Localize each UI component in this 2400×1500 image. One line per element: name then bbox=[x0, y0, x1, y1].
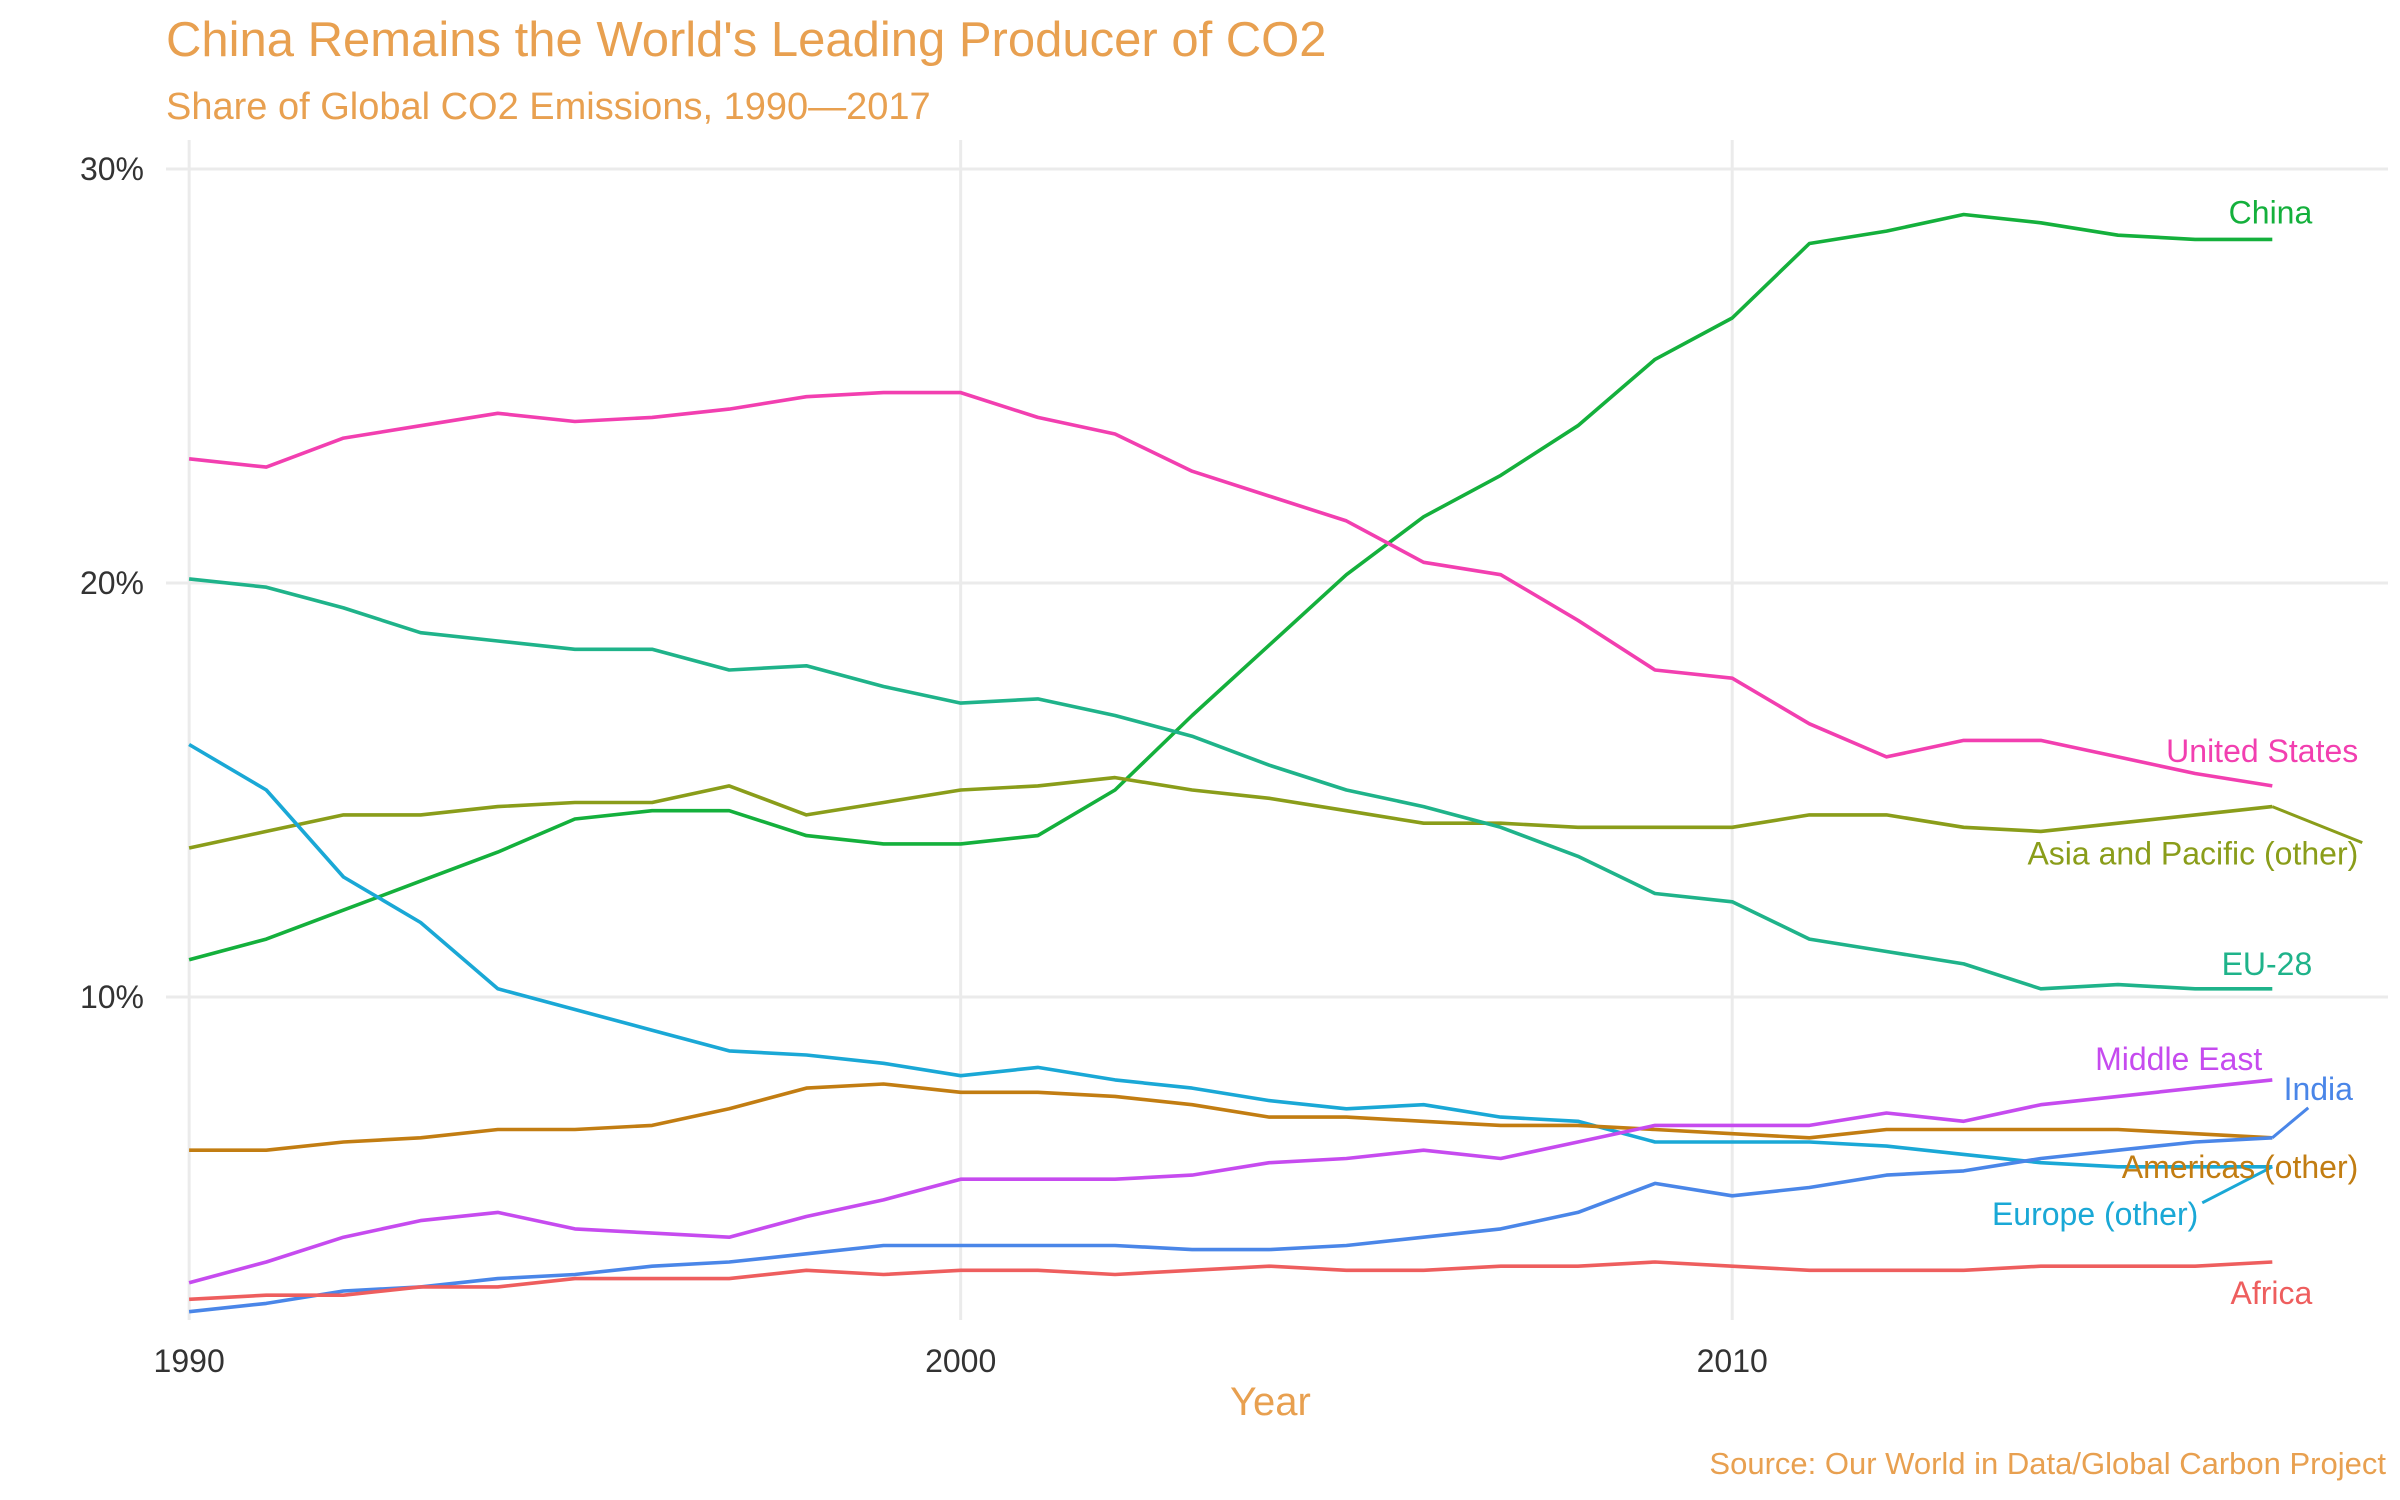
axis-ticks: 1990 2000 2010 10% 20% 30% bbox=[80, 151, 1768, 1379]
series-line-europe-other bbox=[188, 742, 2273, 1169]
series-label-india: India bbox=[2284, 1071, 2354, 1107]
chart-title: China Remains the World's Leading Produc… bbox=[166, 13, 1327, 67]
label-leader-asia-and-pacific-other bbox=[2271, 805, 2363, 844]
x-tick-label: 2010 bbox=[1697, 1343, 1768, 1379]
y-tick-label: 20% bbox=[80, 565, 144, 601]
y-tick-label: 30% bbox=[80, 151, 144, 187]
series-line-middle-east bbox=[188, 1078, 2273, 1285]
series-line-china bbox=[188, 212, 2273, 962]
series-line-asia-and-pacific-other bbox=[188, 775, 2273, 850]
series-line-united-states bbox=[188, 390, 2273, 788]
label-leader-india bbox=[2271, 1106, 2310, 1139]
y-tick-label: 10% bbox=[80, 979, 144, 1015]
series-label-china: China bbox=[2229, 194, 2313, 230]
x-tick-label: 2000 bbox=[925, 1343, 996, 1379]
grid-lines bbox=[166, 140, 2388, 1320]
series-label-asia-and-pacific-other: Asia and Pacific (other) bbox=[2027, 836, 2358, 872]
chart-subtitle: Share of Global CO2 Emissions, 1990—2017 bbox=[166, 86, 931, 128]
source-caption: Source: Our World in Data/Global Carbon … bbox=[1709, 1446, 2386, 1481]
x-tick-label: 1990 bbox=[154, 1343, 225, 1379]
series-lines bbox=[188, 212, 2273, 1314]
series-line-americas-other bbox=[189, 1082, 2273, 1152]
series-line-india bbox=[188, 1136, 2273, 1314]
series-line-eu-28 bbox=[188, 577, 2273, 991]
series-label-eu-28: EU-28 bbox=[2222, 946, 2313, 982]
series-label-middle-east: Middle East bbox=[2095, 1041, 2262, 1077]
series-label-americas-other: Americas (other) bbox=[2122, 1149, 2359, 1185]
x-axis-label: Year bbox=[1230, 1380, 1311, 1424]
series-line-africa bbox=[189, 1260, 2273, 1302]
series-label-africa: Africa bbox=[2230, 1275, 2312, 1311]
series-labels: China United States Asia and Pacific (othe… bbox=[1992, 194, 2363, 1311]
series-label-europe-other: Europe (other) bbox=[1992, 1196, 2198, 1232]
label-leader-europe-other bbox=[2201, 1165, 2273, 1205]
series-label-united-states: United States bbox=[2166, 733, 2358, 769]
